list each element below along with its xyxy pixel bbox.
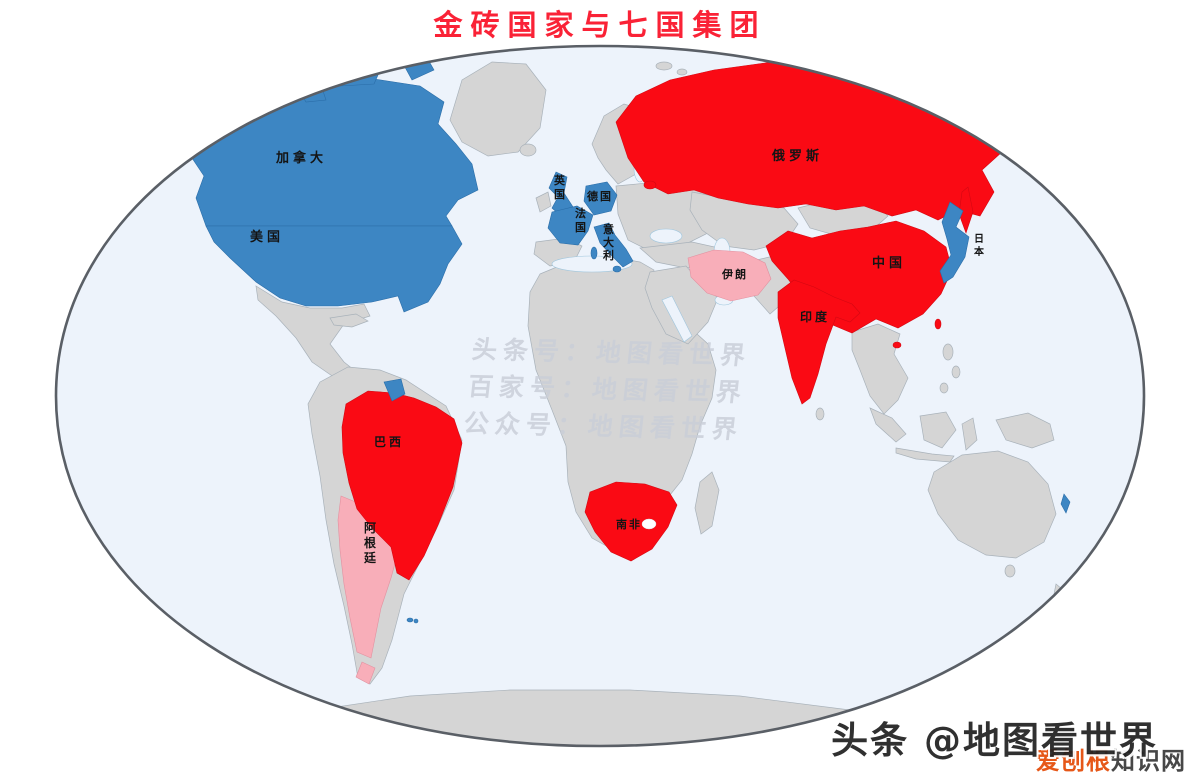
label-south-africa: 南非 [616, 517, 642, 531]
french-guiana-shape [383, 378, 406, 402]
map-outline [54, 44, 1146, 748]
footer-brand-orange: 爱刨根 [1036, 747, 1111, 775]
watermark-line-3: 公众号：地图看世界 [462, 408, 745, 445]
label-iran: 伊朗 [721, 267, 748, 281]
country-usa-shape [205, 225, 463, 313]
country-ireland-shape [535, 191, 552, 213]
country-greenland-shape [449, 61, 547, 157]
kaliningrad-shape [643, 180, 657, 190]
footer-watermark: 头条 @地图看世界 爱刨根知识网 [831, 722, 1186, 773]
label-usa: 美国 [250, 229, 284, 245]
corsica-sardinia-shape [590, 246, 598, 260]
indonesia-newguinea-islands [869, 407, 1055, 463]
country-india-shape [777, 279, 861, 405]
watermark-line-1: 头条号：地图看世界 [470, 334, 753, 371]
country-france-shape [547, 205, 594, 246]
label-france: 法国 [575, 206, 588, 234]
country-cuba-shape [329, 313, 369, 328]
country-srilanka-shape [815, 407, 825, 421]
argentina-southern-tip-shape [355, 661, 376, 685]
country-south-africa-shape [584, 481, 678, 562]
black-sea [649, 228, 683, 244]
country-australia-shape [927, 450, 1057, 559]
footer-brand-text: 爱刨根知识网 [831, 749, 1186, 773]
country-canada-shape [187, 78, 479, 227]
tasmania-shape [1004, 564, 1016, 578]
footer-main-text: 头条 @地图看世界 [831, 719, 1158, 762]
country-iceland-shape [519, 143, 537, 157]
label-japan: 日本 [974, 233, 985, 258]
highlighted-countries [337, 249, 772, 685]
country-italy-shape [593, 222, 634, 268]
svalbard-islands [655, 61, 688, 76]
label-germany: 德国 [586, 189, 613, 203]
footer-brand-dark: 知识网 [1111, 747, 1186, 775]
center-watermark: 头条号：地图看世界 百家号：地图看世界 公众号：地图看世界 [462, 331, 753, 448]
label-italy: 意大利 [603, 222, 616, 262]
country-iran-shape [687, 249, 772, 302]
country-madagascar-shape [694, 471, 720, 535]
watermark-line-2: 百家号：地图看世界 [466, 371, 749, 408]
sicily-shape [612, 265, 622, 273]
label-russia: 俄罗斯 [771, 148, 823, 164]
label-india: 印度 [800, 309, 830, 324]
new-caledonia-shape [1060, 493, 1071, 514]
label-china: 中国 [872, 255, 906, 271]
region-mexico-centralamerica-shape [255, 285, 371, 381]
taiwan-shape [934, 318, 942, 330]
red-sea [661, 295, 693, 343]
page-title: 金砖国家与七国集团 [433, 8, 767, 42]
philippines-islands [939, 343, 961, 394]
country-japan-shape [939, 201, 970, 284]
label-uk: 英国 [553, 173, 567, 201]
alaska-shape [95, 113, 189, 173]
country-labels: 加拿大 美国 俄罗斯 中国 印度 巴西 南非 伊朗 德国 英国 法国 意大利 阿… [250, 148, 985, 565]
label-canada: 加拿大 [275, 150, 327, 166]
country-brazil-shape [341, 390, 463, 581]
label-argentina: 阿根廷 [363, 521, 379, 565]
hainan-shape [892, 341, 902, 349]
label-brazil: 巴西 [374, 435, 404, 449]
country-germany-shape [583, 181, 618, 216]
falkland-islands [406, 617, 419, 624]
lesotho-hole [641, 518, 657, 530]
